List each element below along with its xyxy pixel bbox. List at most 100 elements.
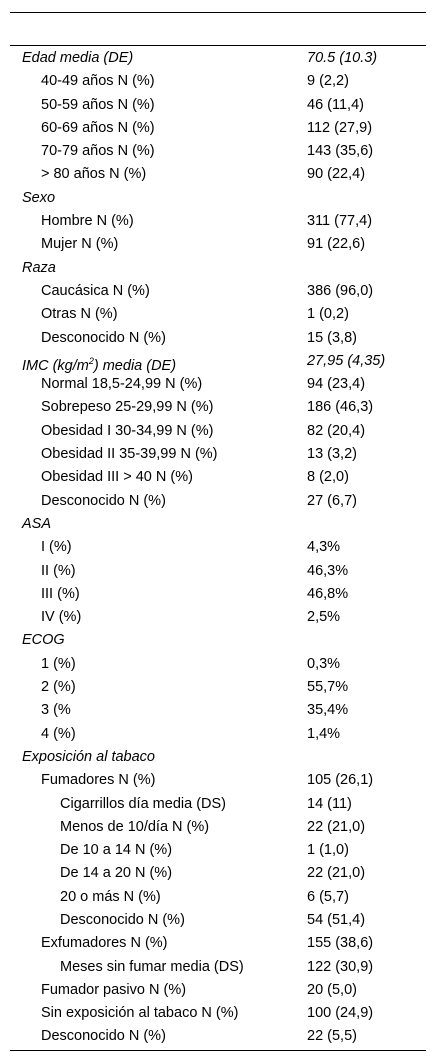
row-value: 155 (38,6) xyxy=(307,935,374,952)
table-row: I (%) 4,3% xyxy=(10,536,426,559)
row-value: 143 (35,6) xyxy=(307,143,374,160)
table-row: 40-49 años N (%) 9 (2,2) xyxy=(10,70,426,93)
row-label: Cigarrillos día media (DS) xyxy=(60,793,226,816)
row-value: 20 (5,0) xyxy=(307,981,357,998)
row-label-text: Desconocido N (%) xyxy=(60,911,185,928)
row-value: 122 (30,9) xyxy=(307,958,374,975)
row-label: Sin exposición al tabaco N (%) xyxy=(41,1002,238,1025)
table-row: Otras N (%) 1 (0,2) xyxy=(10,303,426,326)
row-label-text: Desconocido N (%) xyxy=(41,492,166,509)
row-value: 14 (11) xyxy=(307,795,352,812)
row-label-text: Desconocido N (%) xyxy=(41,329,166,346)
row-label: 20 o más N (%) xyxy=(60,886,161,909)
row-value: 46 (11,4) xyxy=(307,96,364,113)
row-label-text: Edad media (DE) xyxy=(22,50,134,66)
row-value: 386 (96,0) xyxy=(307,282,374,299)
row-value: 0,3% xyxy=(307,655,341,672)
table-row: 20 o más N (%) 6 (5,7) xyxy=(10,886,426,909)
row-label: II (%) xyxy=(41,560,76,583)
row-value: 100 (24,9) xyxy=(307,1005,374,1022)
row-value: 6 (5,7) xyxy=(307,888,349,905)
table-row: Obesidad III > 40 N (%) 8 (2,0) xyxy=(10,466,426,489)
table-row: Fumadores N (%) 105 (26,1) xyxy=(10,769,426,792)
row-label: Desconocido N (%) xyxy=(41,490,166,513)
row-value: 82 (20,4) xyxy=(307,422,366,439)
row-label-text: Sobrepeso 25-29,99 N (%) xyxy=(41,399,214,416)
row-label-text-after: ) media (DE) xyxy=(93,357,177,374)
table-row: Desconocido N (%) 27 (6,7) xyxy=(10,490,426,513)
row-label: Edad media (DE) xyxy=(22,47,133,70)
table-row: Hombre N (%) 311 (77,4) xyxy=(10,210,426,233)
table-row: Mujer N (%) 91 (22,6) xyxy=(10,233,426,256)
row-label: Desconocido N (%) xyxy=(60,909,185,932)
row-value: 27 (6,7) xyxy=(307,492,357,509)
row-label-text: 20 o más N (%) xyxy=(60,888,161,905)
section-row: IMC (kg/m2) media (DE) 27,95 (4,35) xyxy=(10,350,426,374)
table-row: Desconocido N (%) 54 (51,4) xyxy=(10,909,426,932)
row-label: Desconocido N (%) xyxy=(41,327,166,350)
table-row: Desconocido N (%) 22 (5,5) xyxy=(10,1025,426,1048)
row-label-text: ASA xyxy=(22,515,52,532)
section-row: Raza xyxy=(10,257,426,280)
row-label: Sexo xyxy=(22,187,55,210)
row-value: 46,3% xyxy=(307,562,349,579)
row-label: IMC (kg/m2) media (DE) xyxy=(22,350,176,378)
table-row: > 80 años N (%) 90 (22,4) xyxy=(10,163,426,186)
row-value: 90 (22,4) xyxy=(307,166,366,183)
row-label: ASA xyxy=(22,513,51,536)
row-label: 60-69 años N (%) xyxy=(41,117,155,140)
row-label: 3 (% xyxy=(41,699,71,722)
row-label-text: Meses sin fumar media (DS) xyxy=(60,958,244,975)
table-row: 4 (%) 1,4% xyxy=(10,723,426,746)
row-value: 15 (3,8) xyxy=(307,329,357,346)
row-label: Fumadores N (%) xyxy=(41,769,155,792)
row-label: Exposición al tabaco xyxy=(22,746,155,769)
row-value: 1,4% xyxy=(307,725,341,742)
table-row: Fumador pasivo N (%) 20 (5,0) xyxy=(10,979,426,1002)
row-label: 1 (%) xyxy=(41,653,76,676)
row-label-text: Otras N (%) xyxy=(41,306,118,323)
table-row: Desconocido N (%) 15 (3,8) xyxy=(10,327,426,350)
row-label-superscript: 2 xyxy=(88,355,94,366)
row-label: Menos de 10/día N (%) xyxy=(60,816,209,839)
row-label-text: > 80 años N (%) xyxy=(41,166,147,183)
row-label-text: Sexo xyxy=(22,189,56,206)
row-label: Obesidad II 35-39,99 N (%) xyxy=(41,443,218,466)
row-value: 9 (2,2) xyxy=(307,73,349,90)
row-label: De 14 a 20 N (%) xyxy=(60,862,172,885)
row-label: III (%) xyxy=(41,583,80,606)
row-label-text: Obesidad I 30-34,99 N (%) xyxy=(41,422,214,439)
row-value: 22 (21,0) xyxy=(307,865,366,882)
row-label: Raza xyxy=(22,257,56,280)
row-value: 46,8% xyxy=(307,585,349,602)
section-row: ECOG xyxy=(10,629,426,652)
table-row: Meses sin fumar media (DS) 122 (30,9) xyxy=(10,956,426,979)
table-row: Sin exposición al tabaco N (%) 100 (24,9) xyxy=(10,1002,426,1025)
data-table: Edad media (DE) 70.5 (10.3) 40-49 años N (… xyxy=(10,12,426,1051)
row-value: 1 (0,2) xyxy=(307,306,349,323)
row-label-text: De 10 a 14 N (%) xyxy=(60,842,173,859)
row-label-text: Menos de 10/día N (%) xyxy=(60,818,210,835)
row-label-text: Raza xyxy=(22,259,56,276)
table-row: Exfumadores N (%) 155 (38,6) xyxy=(10,932,426,955)
row-value: 22 (5,5) xyxy=(307,1028,357,1045)
row-label-text: Exposición al tabaco xyxy=(22,748,155,765)
row-label-text: De 14 a 20 N (%) xyxy=(60,865,173,882)
row-label: Mujer N (%) xyxy=(41,233,118,256)
table-row: 3 (% 35,4% xyxy=(10,699,426,722)
row-value: 13 (3,2) xyxy=(307,446,357,463)
table-row: 2 (%) 55,7% xyxy=(10,676,426,699)
section-row: Sexo xyxy=(10,187,426,210)
row-label: De 10 a 14 N (%) xyxy=(60,839,172,862)
table-header xyxy=(10,13,426,46)
row-label-text: Cigarrillos día media (DS) xyxy=(60,795,226,812)
table-row: 50-59 años N (%) 46 (11,4) xyxy=(10,94,426,117)
table-row: 70-79 años N (%) 143 (35,6) xyxy=(10,140,426,163)
row-label-text: II (%) xyxy=(41,562,76,579)
row-label-text: Sin exposición al tabaco N (%) xyxy=(41,1005,239,1022)
row-label-text: 40-49 años N (%) xyxy=(41,73,155,90)
table-row: II (%) 46,3% xyxy=(10,560,426,583)
row-label-text: IMC (kg/m xyxy=(22,357,89,374)
table-top-rule xyxy=(10,12,426,13)
row-value: 54 (51,4) xyxy=(307,911,366,928)
